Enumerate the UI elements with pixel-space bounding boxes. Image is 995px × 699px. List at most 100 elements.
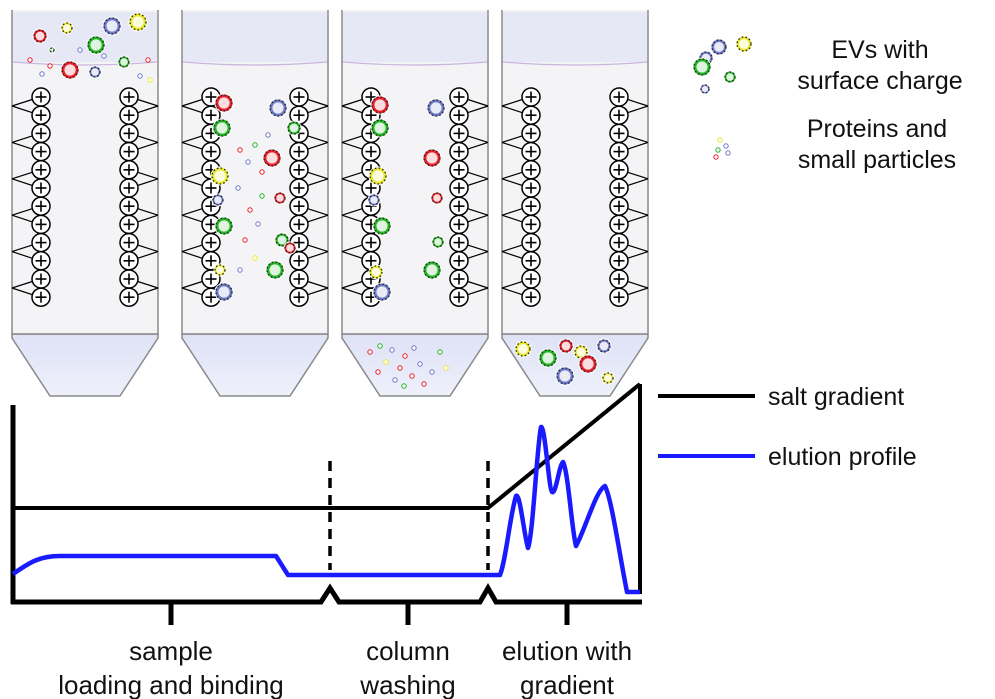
ev-particle <box>578 354 598 374</box>
positive-ligand <box>289 178 309 198</box>
positive-ligand <box>449 196 469 216</box>
positive-ligand <box>119 87 139 107</box>
positive-ligand <box>609 105 629 125</box>
positive-ligand <box>609 178 629 198</box>
ev-particle <box>538 348 558 368</box>
ev-particle <box>211 193 225 207</box>
phase-elution-line2: gradient <box>520 670 615 699</box>
ev-particle <box>48 46 56 54</box>
positive-ligand <box>31 287 51 308</box>
positive-ligand <box>289 269 309 289</box>
legend-evs-line1: EVs with <box>831 36 928 64</box>
ev-particle <box>430 191 444 205</box>
ev-particle <box>368 264 384 280</box>
ev-particle <box>286 120 302 136</box>
protein-particle <box>77 47 83 53</box>
legend-elution-profile: elution profile <box>768 443 917 471</box>
protein-particle <box>429 369 435 375</box>
ev-particle <box>212 118 232 138</box>
positive-ligand <box>521 141 541 162</box>
ev-particle <box>370 95 390 115</box>
protein-particle <box>421 381 427 387</box>
protein-particle <box>437 349 443 355</box>
ligand-rows <box>11 87 159 308</box>
positive-ligand <box>521 232 541 253</box>
plot-baseline <box>11 582 642 605</box>
protein-particle <box>715 147 721 153</box>
protein-particle <box>392 377 398 383</box>
positive-ligand <box>361 141 381 162</box>
positive-ligand <box>31 123 51 144</box>
legend-salt-gradient: salt gradient <box>768 383 904 411</box>
ev-particle <box>60 21 74 35</box>
positive-ligand <box>449 287 469 308</box>
positive-ligand <box>289 196 309 216</box>
column-outlet <box>341 333 489 397</box>
column-outlet <box>11 333 159 397</box>
positive-ligand <box>449 141 469 162</box>
positive-ligand <box>31 160 51 180</box>
positive-ligand <box>521 87 541 107</box>
positive-ligand <box>449 160 469 180</box>
ev-particle <box>514 340 532 358</box>
positive-ligand <box>119 141 139 162</box>
positive-ligand <box>521 160 541 180</box>
ev-particle <box>558 338 574 354</box>
positive-ligand <box>289 287 309 308</box>
legend-proteins-line1: Proteins and <box>807 115 947 143</box>
positive-ligand <box>449 178 469 198</box>
ligand-rows <box>341 87 489 308</box>
ev-particle <box>372 282 392 302</box>
ev-particle <box>699 83 711 95</box>
protein-particle <box>235 185 241 191</box>
positive-ligand <box>521 250 541 271</box>
protein-particle <box>401 383 407 389</box>
ev-particle <box>268 98 288 118</box>
protein-particle <box>375 369 381 375</box>
ev-particle <box>102 16 122 36</box>
ev-particle <box>692 57 712 77</box>
protein-particle <box>27 57 33 63</box>
ev-particle <box>86 35 106 55</box>
positive-ligand <box>609 214 629 235</box>
positive-ligand <box>31 232 51 253</box>
protein-particle <box>101 53 107 59</box>
protein-particle <box>259 193 265 199</box>
positive-ligand <box>449 123 469 144</box>
protein-particle <box>409 373 415 379</box>
protein-particle <box>389 347 395 353</box>
positive-ligand <box>609 123 629 144</box>
protein-particle <box>137 73 143 79</box>
positive-ligand <box>119 250 139 271</box>
positive-ligand <box>609 250 629 271</box>
positive-ligand <box>119 287 139 308</box>
ev-particle <box>367 193 381 207</box>
ev-particle <box>283 241 297 255</box>
column-headspace <box>343 12 487 62</box>
positive-ligand <box>609 160 629 180</box>
positive-ligand <box>31 141 51 162</box>
ev-particle <box>426 98 446 118</box>
ligand-rows <box>501 87 649 308</box>
ev-particle <box>735 35 753 53</box>
legend-protein-icon <box>713 137 731 160</box>
positive-ligand <box>31 214 51 235</box>
positive-ligand <box>521 178 541 198</box>
positive-ligand <box>31 250 51 271</box>
positive-ligand <box>289 214 309 235</box>
protein-particle <box>265 132 271 138</box>
protein-particle <box>725 150 731 156</box>
protein-particle <box>242 237 248 243</box>
ev-particle <box>370 118 390 138</box>
legend-proteins-line2: small particles <box>798 146 956 174</box>
positive-ligand <box>361 232 381 253</box>
eluted-evs <box>514 338 615 386</box>
protein-particle <box>247 207 253 213</box>
positive-ligand <box>289 141 309 162</box>
ev-particle <box>596 338 612 354</box>
protein-particle <box>367 349 373 355</box>
protein-particle <box>255 221 261 227</box>
positive-ligand <box>449 269 469 289</box>
ev-particle <box>117 55 131 69</box>
